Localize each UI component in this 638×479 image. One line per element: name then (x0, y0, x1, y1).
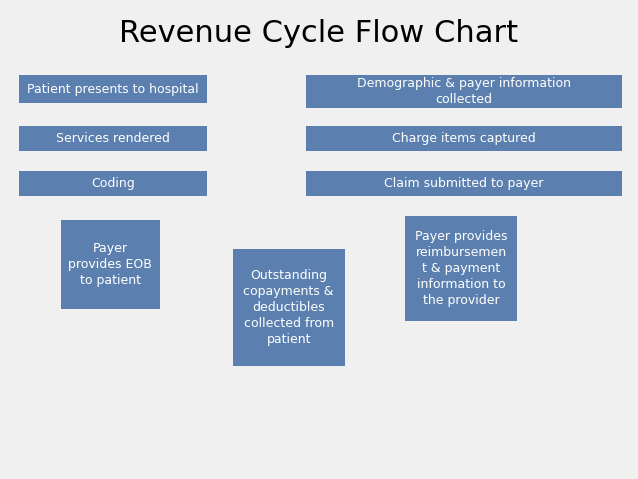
FancyBboxPatch shape (405, 216, 517, 321)
Text: Revenue Cycle Flow Chart: Revenue Cycle Flow Chart (119, 19, 519, 48)
Text: Demographic & payer information
collected: Demographic & payer information collecte… (357, 77, 571, 106)
FancyBboxPatch shape (306, 171, 622, 196)
Text: Patient presents to hospital: Patient presents to hospital (27, 82, 199, 96)
FancyBboxPatch shape (233, 249, 345, 366)
Text: Charge items captured: Charge items captured (392, 132, 536, 145)
Text: Payer
provides EOB
to patient: Payer provides EOB to patient (68, 242, 152, 287)
Text: Services rendered: Services rendered (56, 132, 170, 145)
FancyBboxPatch shape (306, 126, 622, 151)
FancyBboxPatch shape (19, 75, 207, 103)
FancyBboxPatch shape (61, 220, 160, 309)
FancyBboxPatch shape (306, 75, 622, 108)
Text: Claim submitted to payer: Claim submitted to payer (385, 177, 544, 191)
FancyBboxPatch shape (19, 171, 207, 196)
Text: Outstanding
copayments &
deductibles
collected from
patient: Outstanding copayments & deductibles col… (244, 269, 334, 346)
Text: Coding: Coding (91, 177, 135, 191)
Text: Payer provides
reimbursemen
t & payment
information to
the provider: Payer provides reimbursemen t & payment … (415, 230, 507, 307)
FancyBboxPatch shape (19, 126, 207, 151)
